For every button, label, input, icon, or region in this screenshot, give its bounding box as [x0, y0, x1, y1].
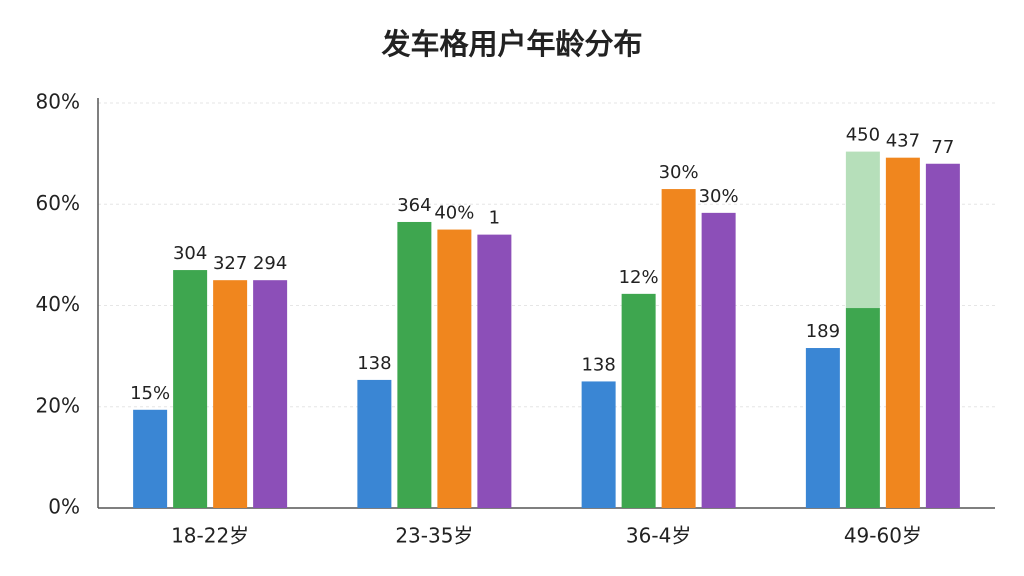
bar [477, 234, 512, 508]
data-label: 327 [213, 253, 247, 274]
bar [253, 280, 288, 508]
x-tick-label: 36-4岁 [626, 524, 691, 548]
data-label: 12% [619, 267, 659, 288]
bar [581, 381, 616, 508]
data-label: 15% [130, 383, 170, 404]
bar [173, 270, 208, 508]
bar [397, 221, 432, 508]
data-label: 450 [846, 125, 880, 146]
data-label: 138 [357, 353, 391, 374]
y-tick-label: 40% [36, 292, 80, 316]
x-tick-label: 49-60岁 [844, 524, 922, 548]
data-label: 138 [581, 354, 615, 375]
bar [213, 280, 248, 508]
data-label: 1 [489, 208, 500, 229]
bar [701, 212, 736, 508]
bar [661, 189, 696, 508]
bar [845, 308, 880, 508]
data-label: 40% [434, 203, 474, 224]
bar [845, 151, 880, 309]
bar [885, 157, 920, 509]
y-tick-label: 60% [36, 191, 80, 215]
chart-title: 发车格用户年龄分布 [380, 27, 642, 61]
bar [621, 293, 656, 508]
data-label: 364 [397, 195, 431, 216]
data-label: 30% [659, 162, 699, 183]
x-tick-label: 23-35岁 [395, 524, 473, 548]
y-tick-label: 80% [36, 90, 80, 114]
data-label: 189 [806, 321, 840, 342]
bar [357, 379, 392, 508]
data-label: 30% [699, 186, 739, 207]
bar [805, 348, 840, 508]
bar [133, 409, 168, 508]
data-label: 437 [886, 131, 920, 152]
bar [437, 229, 472, 508]
data-label: 77 [931, 137, 954, 158]
x-tick-label: 18-22岁 [171, 524, 249, 548]
y-tick-label: 0% [48, 495, 80, 519]
bar [925, 163, 960, 508]
data-label: 304 [173, 243, 207, 264]
y-tick-label: 20% [36, 393, 80, 417]
data-label: 294 [253, 253, 287, 274]
